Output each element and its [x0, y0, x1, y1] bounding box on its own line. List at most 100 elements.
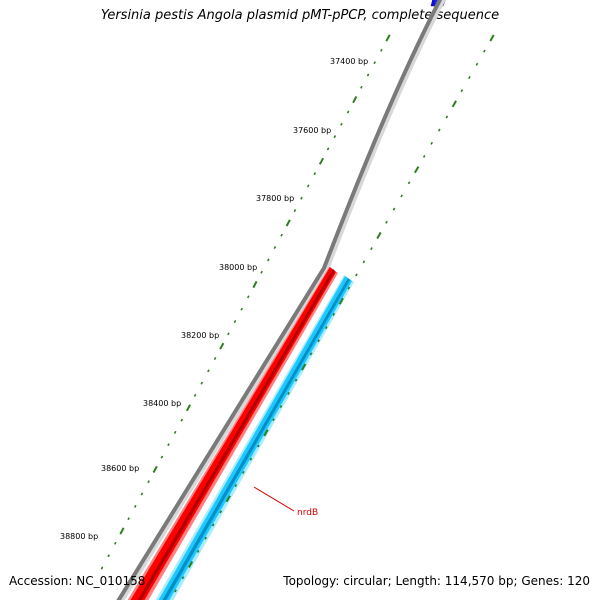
tick-mark: [263, 429, 269, 437]
tick-mark: [366, 73, 370, 77]
tick-mark: [185, 404, 191, 412]
tick-mark: [362, 260, 366, 264]
tick-mark: [370, 247, 373, 251]
tick-mark: [249, 457, 253, 461]
tick-mark: [460, 89, 464, 93]
tick-mark: [309, 352, 313, 356]
tick-mark: [385, 34, 391, 42]
tick-mark: [234, 484, 238, 487]
tick-mark: [152, 465, 158, 473]
tick-label: 38600 bp: [101, 464, 139, 473]
tick-mark: [167, 443, 170, 447]
tick-mark: [279, 405, 283, 408]
tick-mark: [211, 523, 215, 527]
tick-mark: [140, 492, 144, 496]
tick-mark: [180, 418, 184, 422]
reverse-gene-feature-nrdB[interactable]: [152, 275, 354, 600]
tick-mark: [173, 430, 177, 434]
tick-mark: [430, 141, 434, 145]
tick-mark: [287, 391, 290, 395]
tick-mark: [468, 76, 471, 79]
tick-mark: [294, 378, 298, 382]
tick-mark: [340, 122, 343, 126]
tick-mark: [437, 128, 441, 132]
tick-mark: [400, 194, 403, 198]
tick-mark: [113, 541, 117, 545]
tick-mark: [257, 444, 260, 448]
tick-mark: [100, 566, 104, 570]
position-ticks-left: [100, 34, 391, 570]
tick-mark: [260, 270, 263, 274]
tick-mark: [160, 455, 164, 459]
tick-label: 38400 bp: [143, 399, 181, 408]
tick-mark: [407, 181, 411, 185]
tick-mark: [313, 172, 317, 176]
tick-mark: [213, 357, 217, 360]
tick-mark: [380, 48, 383, 52]
tick-mark: [200, 381, 204, 385]
tick-label: 38200 bp: [181, 331, 219, 340]
tick-mark: [174, 589, 177, 593]
tick-mark: [219, 510, 223, 514]
tick-mark: [107, 554, 110, 558]
tick-mark: [147, 480, 150, 484]
forward-gene-feature[interactable]: [124, 267, 338, 600]
tick-mark: [306, 184, 310, 188]
tick-mark: [317, 339, 320, 343]
tick-label: 37600 bp: [293, 126, 331, 135]
tick-mark: [227, 332, 230, 336]
tick-mark: [475, 62, 479, 66]
tick-label: 37400 bp: [330, 57, 368, 66]
tick-mark: [355, 273, 358, 277]
tick-mark: [293, 209, 297, 213]
tick-mark: [204, 536, 208, 540]
tick-mark: [326, 147, 330, 151]
position-ticks-right: [174, 34, 495, 593]
tick-mark: [376, 231, 382, 239]
tick-mark: [188, 561, 194, 568]
tick-mark: [422, 155, 426, 158]
tick-mark: [196, 549, 200, 553]
gene-label-leader: [253, 486, 295, 512]
tick-mark: [300, 196, 303, 200]
tick-mark: [119, 527, 125, 535]
tick-mark: [346, 110, 350, 114]
tick-mark: [360, 85, 363, 89]
tick-mark: [272, 418, 275, 422]
tick-mark: [242, 470, 245, 474]
tick-mark: [285, 219, 291, 227]
tick-mark: [451, 100, 457, 108]
tick-mark: [266, 258, 270, 262]
backbone-line: [116, 0, 443, 600]
tick-mark: [225, 495, 231, 503]
tick-mark: [373, 61, 377, 65]
tick-mark: [252, 280, 258, 289]
gene-label-nrdB: nrdB: [297, 508, 318, 518]
tick-mark: [483, 49, 486, 53]
tick-mark: [385, 220, 388, 224]
tick-label: 37800 bp: [256, 194, 294, 203]
tick-mark: [240, 307, 244, 311]
position-tick-labels: 37400 bp 37600 bp 37800 bp 38000 bp 38200 bp…: [60, 57, 368, 541]
tick-mark: [318, 157, 325, 165]
tick-label: 38800 bp: [60, 532, 98, 541]
tick-mark: [338, 297, 344, 305]
tick-mark: [181, 576, 185, 580]
tick-mark: [273, 246, 277, 249]
tick-mark: [445, 115, 449, 119]
accession-text: Accession: NC_010158: [9, 574, 146, 588]
tick-label: 38000 bp: [219, 263, 257, 272]
tick-mark: [207, 369, 210, 373]
sequence-summary-text: Topology: circular; Length: 114,570 bp; …: [283, 574, 590, 588]
tick-mark: [301, 363, 307, 371]
tick-mark: [133, 504, 137, 508]
tick-mark: [324, 326, 328, 330]
tick-mark: [127, 517, 130, 521]
tick-mark: [489, 34, 495, 42]
tick-mark: [347, 286, 351, 290]
tick-mark: [219, 342, 225, 350]
map-title: Yersinia pestis Angola plasmid pMT-pPCP,…: [100, 8, 500, 23]
tick-mark: [193, 393, 197, 397]
